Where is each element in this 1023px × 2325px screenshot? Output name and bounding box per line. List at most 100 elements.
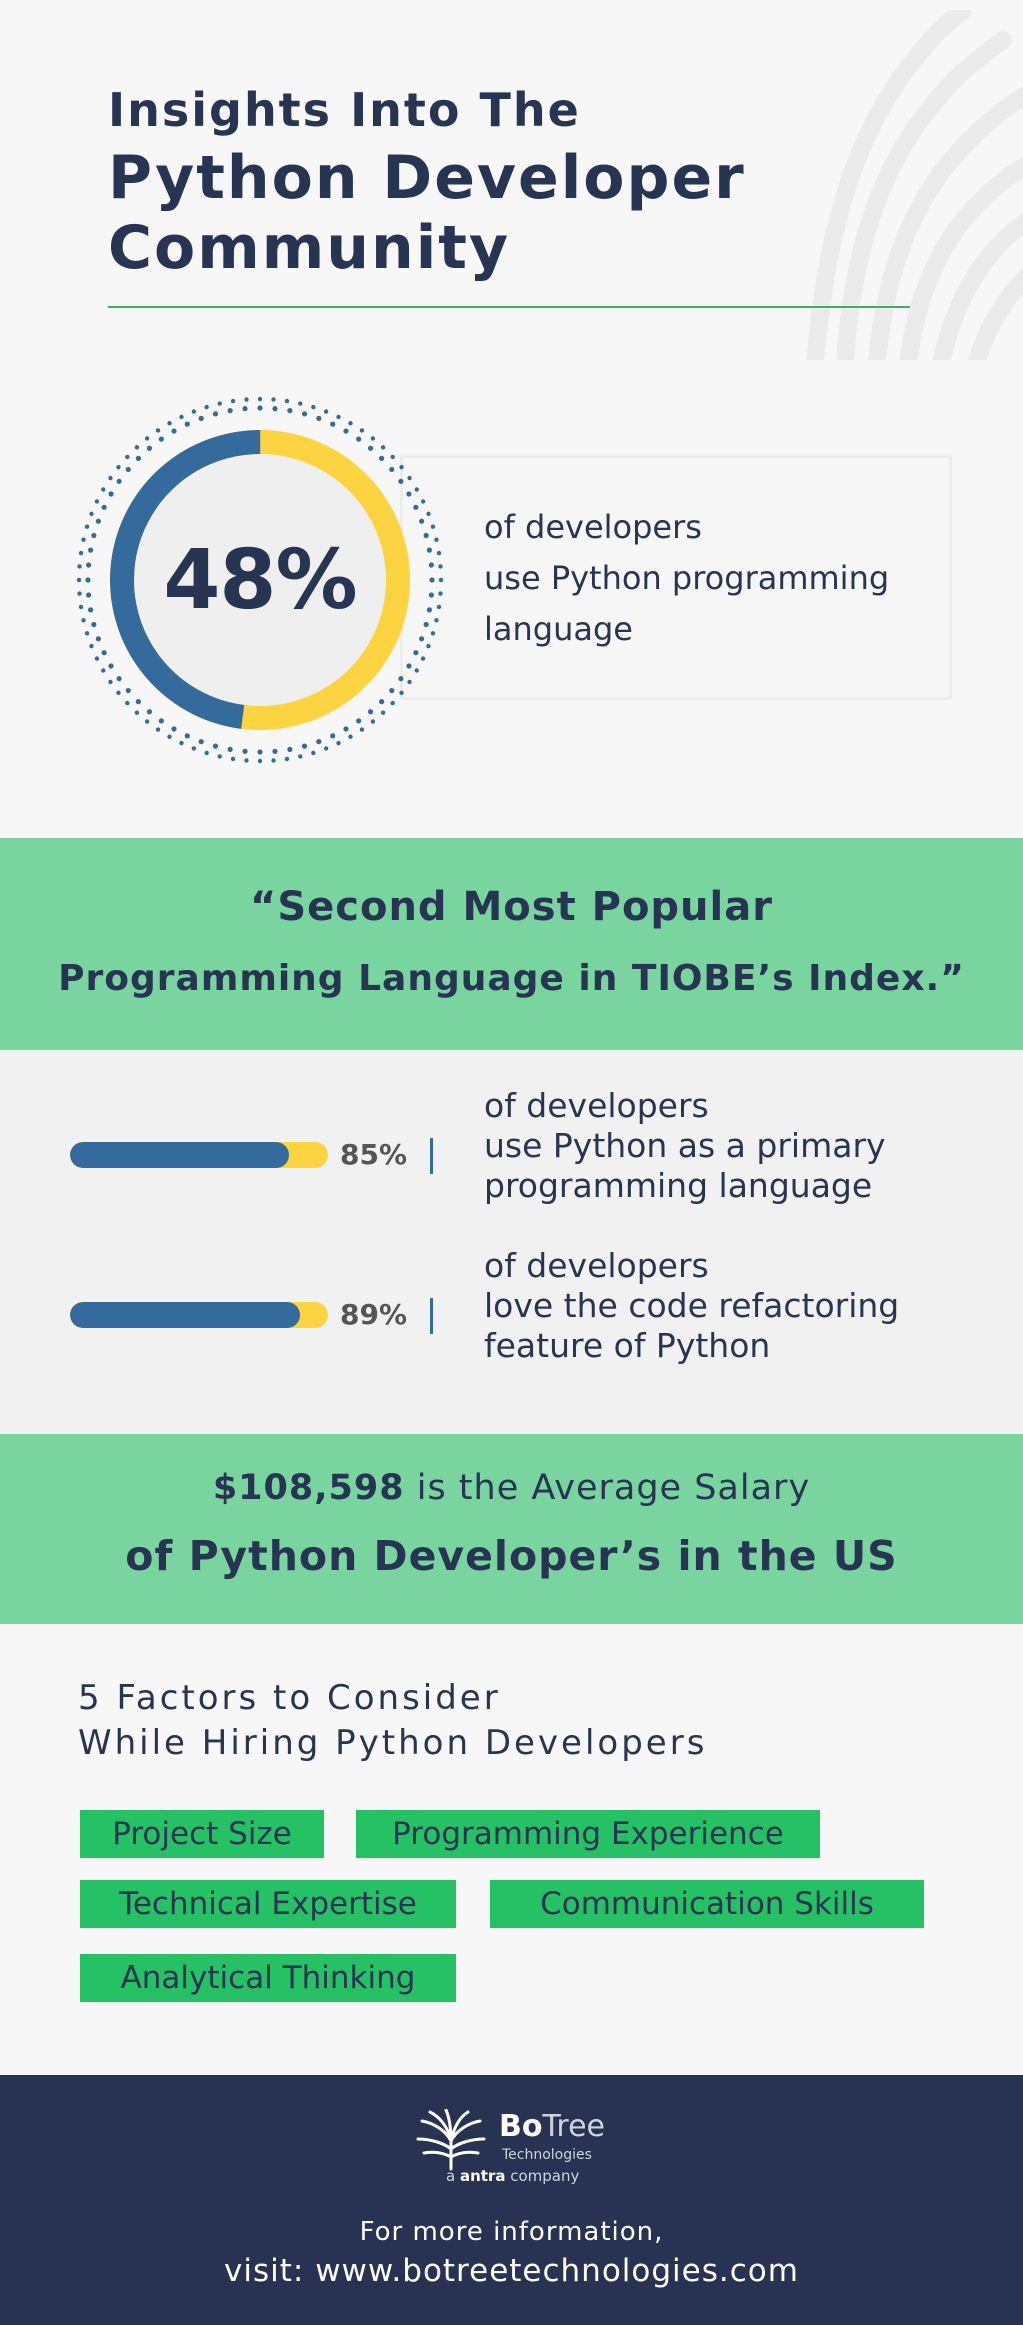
footer-website-link[interactable]: visit: www.botreetechnologies.com: [224, 2253, 799, 2289]
factors-title: 5 Factors to Consider While Hiring Pytho…: [78, 1676, 707, 1766]
botree-logo[interactable]: BoTree Technologies a antra company: [416, 2105, 606, 2189]
gauge-dot: [78, 550, 84, 556]
gauge-dot: [77, 591, 82, 596]
gauge-dot: [343, 726, 349, 732]
gauge-dot: [343, 428, 349, 434]
gauge-dot: [227, 746, 233, 752]
gauge-dot: [323, 409, 329, 414]
gauge-dot: [179, 740, 184, 746]
gauge-dot: [158, 436, 164, 442]
gauge-dot: [430, 631, 436, 636]
progress-percent: 89%: [340, 1298, 408, 1331]
gauge-dotted-ring: [76, 396, 444, 764]
factors-title-line2: While Hiring Python Developers: [78, 1723, 708, 1763]
gauge-dot: [94, 499, 100, 504]
gauge-dot: [298, 401, 303, 406]
gauge-dot: [184, 421, 190, 427]
gauge-dot: [116, 676, 122, 682]
gauge-dot: [423, 621, 429, 628]
gauge-dot: [407, 679, 412, 685]
gauge-dot: [336, 740, 341, 746]
gauge-dot: [367, 709, 374, 715]
stat-description-line3: language: [484, 610, 633, 648]
logo-subtitle: Technologies: [502, 2147, 592, 2163]
gauge-dot: [244, 397, 249, 402]
gauge-dot: [390, 700, 395, 706]
gauge-dot: [370, 436, 376, 441]
gauge-dot: [370, 719, 376, 724]
gauge-dot: [330, 421, 336, 427]
gauge-dot: [428, 562, 434, 568]
gauge-dot: [438, 591, 443, 596]
gauge-dot: [84, 631, 90, 636]
gauge-dot: [413, 504, 419, 510]
gauge-dot: [81, 537, 86, 542]
gauge-dot: [398, 478, 404, 484]
gauge-dot: [167, 734, 172, 739]
tree-fan-watermark-icon: [806, 10, 1023, 360]
gauge-dot: [428, 592, 434, 598]
gauge-dot: [398, 676, 404, 682]
logo-tagline-post: company: [505, 2167, 580, 2185]
gauge-dot: [379, 455, 385, 461]
gauge-dot: [88, 607, 94, 613]
hiring-factors-section: 5 Factors to Consider While Hiring Pytho…: [0, 1624, 1023, 2075]
gauge-dot: [179, 414, 184, 420]
title-divider: [108, 306, 910, 308]
gauge-dot: [86, 592, 92, 598]
gauge-dot: [423, 532, 429, 539]
gauge-dot: [407, 475, 412, 481]
gauge-inner-disc: [114, 434, 406, 726]
gauge-dot: [287, 408, 293, 414]
gauge-dot: [434, 618, 439, 623]
gauge-dot: [116, 478, 122, 484]
gauge-dot: [242, 406, 248, 412]
gauge-dot: [330, 733, 336, 739]
gauge-dot: [227, 408, 233, 414]
bar-description: of developers use Python as a primary pr…: [484, 1086, 984, 1206]
bar-description-line3: feature of Python: [484, 1326, 771, 1365]
gauge-dot: [271, 758, 276, 763]
gauge-dot: [257, 758, 263, 764]
header-section: Insights Into The Python Developer Commu…: [0, 0, 1023, 360]
gauge-dot: [389, 466, 395, 473]
gauge-dot: [420, 499, 426, 504]
gauge-dot: [144, 436, 150, 441]
gauge-dot: [284, 756, 290, 762]
gauge-dot: [116, 464, 121, 470]
bar-row-primary-language: 85% of developers use Python as a primar…: [0, 1086, 1023, 1216]
stat-box: [400, 455, 952, 700]
gauge-dot: [298, 754, 303, 759]
gauge-dot: [217, 754, 222, 759]
gauge-dot: [155, 727, 161, 732]
title-small: Insights Into The: [108, 83, 581, 137]
gauge-dot: [89, 511, 94, 517]
gauge-dot: [430, 524, 436, 529]
factor-tag-technical-expertise: Technical Expertise: [80, 1880, 456, 1928]
salary-banner: $108,598 is the Average Salary of Python…: [0, 1434, 1023, 1624]
gauge-dot: [125, 700, 130, 706]
gauge-dot: [356, 718, 362, 724]
gauge-dot: [406, 491, 412, 497]
gauge-dot: [191, 746, 197, 751]
gauge-dot: [116, 690, 121, 696]
gauge-dot: [301, 743, 308, 749]
gauge-dot: [399, 464, 404, 470]
gauge-dot: [380, 710, 386, 715]
gauge-dot: [272, 406, 278, 412]
progress-bar-fill: [70, 1142, 290, 1168]
gauge-dot: [81, 618, 86, 623]
stat-description-line2: use Python programming: [484, 559, 890, 597]
gauge-dot: [426, 607, 432, 613]
logo-wordmark-bo: Bo: [499, 2109, 543, 2144]
tiobe-line1: “Second Most Popular: [250, 884, 773, 930]
footer-info-text: For more information,: [359, 2217, 664, 2247]
gauge-dot: [198, 739, 204, 745]
gauge-dot: [91, 621, 97, 628]
gauge-dot: [356, 436, 362, 442]
gauge-dot: [406, 663, 412, 669]
gauge-dot: [434, 537, 439, 542]
gauge-dot: [108, 491, 114, 497]
progress-bar-track: [70, 1302, 328, 1328]
gauge-dot: [155, 428, 161, 433]
